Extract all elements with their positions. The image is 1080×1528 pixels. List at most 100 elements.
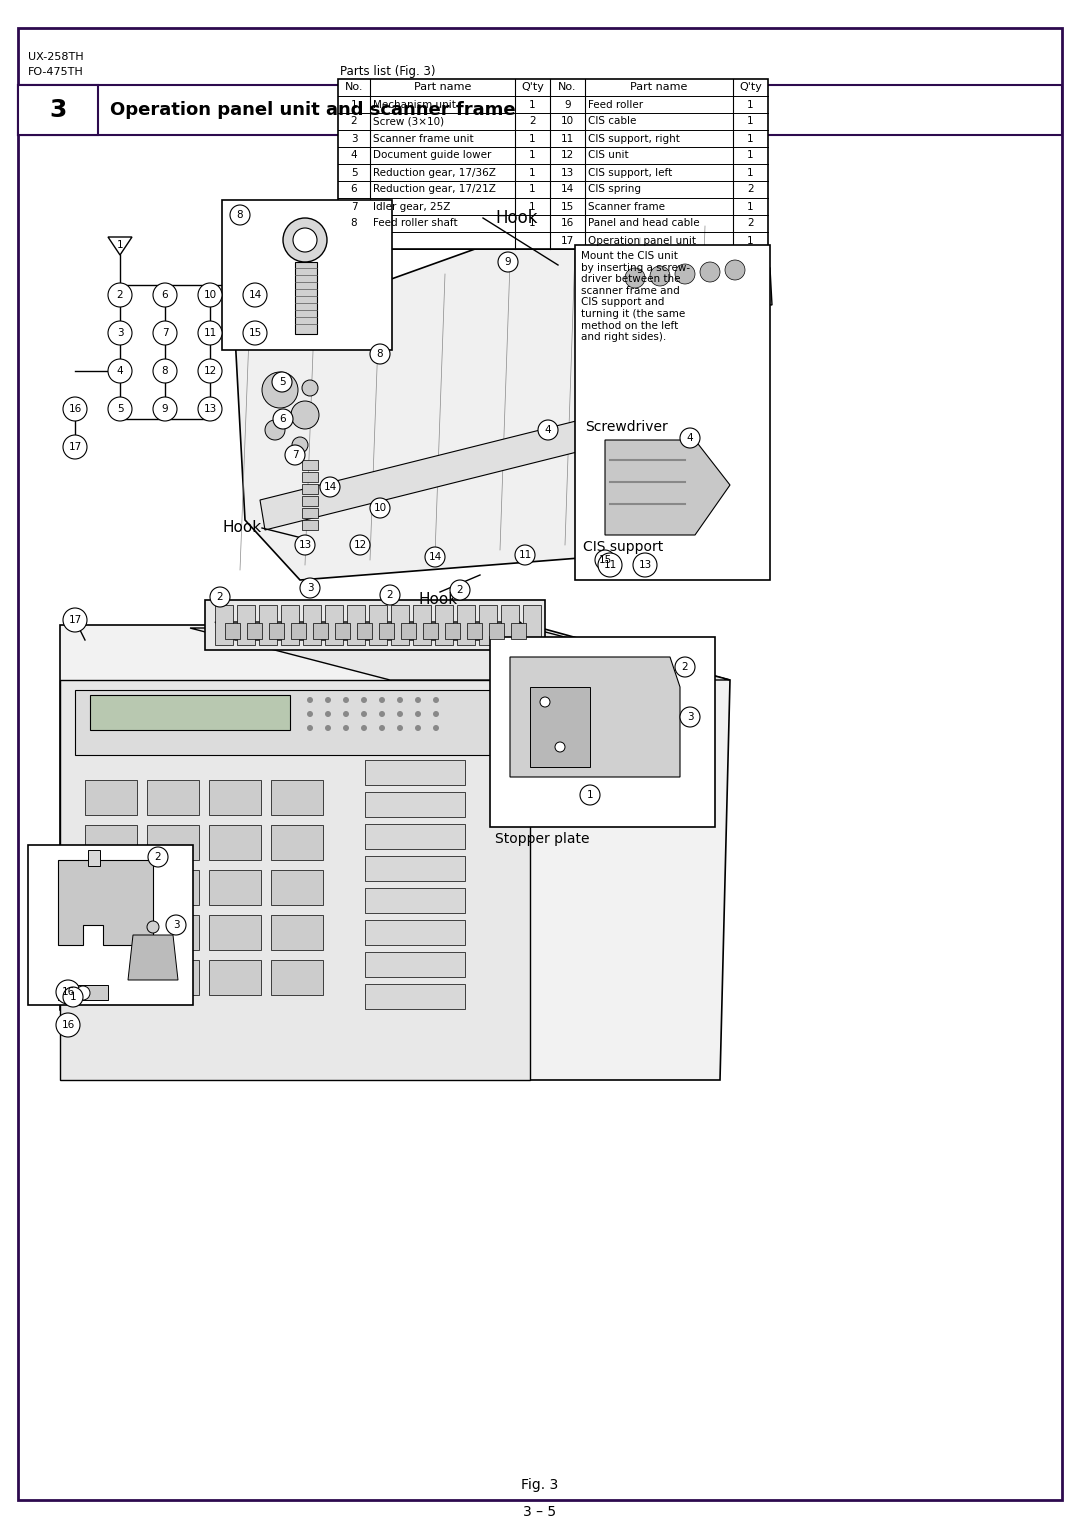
Text: 1: 1 xyxy=(747,150,754,160)
Polygon shape xyxy=(108,237,132,255)
Text: 16: 16 xyxy=(561,219,575,229)
Text: Hook: Hook xyxy=(418,591,457,607)
Polygon shape xyxy=(60,625,730,1080)
Bar xyxy=(338,79,768,249)
Circle shape xyxy=(153,397,177,422)
Circle shape xyxy=(397,697,403,703)
Bar xyxy=(18,86,1062,134)
Circle shape xyxy=(595,550,615,570)
Bar xyxy=(271,960,323,995)
Polygon shape xyxy=(302,507,318,518)
Text: Idler gear, 25Z: Idler gear, 25Z xyxy=(373,202,450,211)
Circle shape xyxy=(379,697,384,703)
Bar xyxy=(281,605,299,645)
Text: 10: 10 xyxy=(561,116,575,127)
Text: 1: 1 xyxy=(529,168,536,177)
Bar xyxy=(85,779,137,814)
Bar xyxy=(271,915,323,950)
Text: Part name: Part name xyxy=(414,83,471,93)
Bar xyxy=(85,915,137,950)
Circle shape xyxy=(56,1013,80,1038)
Text: 9: 9 xyxy=(564,99,571,110)
Text: 2: 2 xyxy=(351,116,357,127)
Bar xyxy=(391,605,409,645)
Bar xyxy=(480,605,497,645)
Circle shape xyxy=(498,252,518,272)
Polygon shape xyxy=(620,251,772,306)
Circle shape xyxy=(598,553,622,578)
Polygon shape xyxy=(58,986,108,999)
Circle shape xyxy=(415,711,421,717)
Bar xyxy=(490,637,715,827)
Text: 7: 7 xyxy=(292,451,298,460)
Text: 1: 1 xyxy=(529,219,536,229)
Text: CIS spring: CIS spring xyxy=(588,185,642,194)
Bar xyxy=(325,605,343,645)
Bar xyxy=(147,915,199,950)
Bar xyxy=(210,869,261,905)
Circle shape xyxy=(273,410,293,429)
Text: 4: 4 xyxy=(117,367,123,376)
Text: 8: 8 xyxy=(377,348,383,359)
Polygon shape xyxy=(235,215,770,581)
Text: 1: 1 xyxy=(586,790,593,801)
Text: 3: 3 xyxy=(307,584,313,593)
Text: Stopper plate: Stopper plate xyxy=(495,833,590,847)
Text: Operation panel unit: Operation panel unit xyxy=(588,235,696,246)
Circle shape xyxy=(198,283,222,307)
Text: Q'ty: Q'ty xyxy=(521,83,544,93)
Text: 8: 8 xyxy=(237,209,243,220)
Bar xyxy=(365,952,465,976)
Bar xyxy=(259,605,276,645)
Circle shape xyxy=(320,477,340,497)
Bar xyxy=(18,86,98,134)
Polygon shape xyxy=(302,520,318,530)
Text: Reduction gear, 17/21Z: Reduction gear, 17/21Z xyxy=(373,185,496,194)
Text: 16: 16 xyxy=(62,987,75,996)
Circle shape xyxy=(295,535,315,555)
Text: 9: 9 xyxy=(162,403,168,414)
Circle shape xyxy=(63,987,83,1007)
Circle shape xyxy=(380,585,400,605)
Text: 1: 1 xyxy=(529,133,536,144)
Polygon shape xyxy=(60,680,530,1080)
Text: 1: 1 xyxy=(747,116,754,127)
Text: FO-475TH: FO-475TH xyxy=(28,67,84,76)
Text: CIS support, right: CIS support, right xyxy=(588,133,680,144)
Text: 3: 3 xyxy=(50,98,67,122)
Polygon shape xyxy=(190,628,730,680)
Text: CIS support, left: CIS support, left xyxy=(588,168,672,177)
Circle shape xyxy=(300,578,320,597)
Text: 1: 1 xyxy=(747,235,754,246)
Polygon shape xyxy=(215,622,540,640)
Text: 1: 1 xyxy=(529,99,536,110)
Bar xyxy=(365,824,465,850)
Text: 3 – 5: 3 – 5 xyxy=(524,1505,556,1519)
Text: 6: 6 xyxy=(280,414,286,423)
Text: Operation panel unit and scanner frame: Operation panel unit and scanner frame xyxy=(110,101,515,119)
Polygon shape xyxy=(605,440,730,535)
Circle shape xyxy=(56,979,80,1004)
Circle shape xyxy=(370,344,390,364)
Circle shape xyxy=(675,657,696,677)
Bar xyxy=(271,779,323,814)
Bar xyxy=(365,759,465,785)
Text: 16: 16 xyxy=(68,403,82,414)
Text: 2: 2 xyxy=(681,662,688,672)
Circle shape xyxy=(361,724,367,730)
Text: 7: 7 xyxy=(162,329,168,338)
Circle shape xyxy=(147,921,159,934)
Text: 1: 1 xyxy=(70,992,77,1002)
Bar xyxy=(401,623,416,639)
Circle shape xyxy=(361,697,367,703)
Circle shape xyxy=(307,724,313,730)
Circle shape xyxy=(283,219,327,261)
Circle shape xyxy=(210,587,230,607)
Circle shape xyxy=(379,724,384,730)
Text: 5: 5 xyxy=(351,168,357,177)
Bar xyxy=(523,605,541,645)
Text: 1: 1 xyxy=(529,185,536,194)
Bar xyxy=(210,779,261,814)
Text: Screwdriver: Screwdriver xyxy=(585,420,667,434)
Text: 3: 3 xyxy=(687,712,693,723)
